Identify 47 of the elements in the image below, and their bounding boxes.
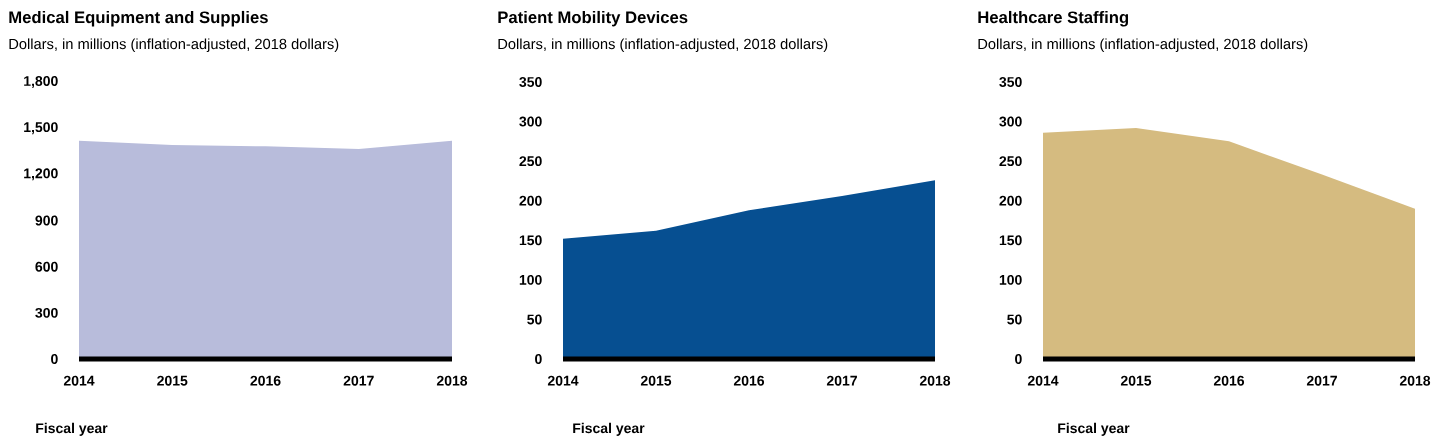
y-tick-label: 300 — [519, 116, 542, 127]
y-tick-label: 250 — [999, 156, 1022, 167]
chart-subtitle: Dollars, in millions (inflation-adjusted, 2018 dollars) — [9, 38, 339, 53]
y-tick-label: 900 — [35, 215, 58, 226]
x-tick-label: 2016 — [1213, 375, 1245, 386]
y-tick-label: 0 — [51, 354, 58, 364]
x-tick-label: 2014 — [1027, 375, 1059, 386]
x-tick-label: 2018 — [919, 375, 951, 386]
y-tick-label: 250 — [519, 156, 542, 167]
x-tick-label: 2017 — [343, 375, 374, 386]
x-tick-label: 2017 — [826, 375, 857, 386]
x-tick-label: 2018 — [436, 375, 468, 386]
x-tick-label: 2015 — [1120, 375, 1152, 386]
x-axis-title: Fiscal year — [1058, 422, 1130, 436]
y-tick-label: 300 — [35, 307, 58, 318]
y-tick-label: 1,800 — [24, 76, 58, 88]
x-tick-label: 2018 — [1399, 375, 1431, 386]
y-tick-label: 350 — [519, 77, 542, 87]
y-tick-label: 150 — [519, 235, 542, 246]
y-tick-label: 50 — [527, 314, 542, 325]
y-tick-label: 1,500 — [24, 122, 58, 135]
x-tick-label: 2015 — [157, 375, 188, 386]
x-tick-label: 2016 — [250, 375, 281, 386]
y-tick-label: 0 — [1015, 354, 1022, 364]
x-axis-title: Fiscal year — [573, 422, 645, 436]
y-tick-label: 150 — [999, 235, 1022, 246]
y-tick-label: 0 — [535, 354, 542, 364]
chart-title: Healthcare Staffing — [978, 10, 1129, 27]
chart-title: Patient Mobility Devices — [498, 10, 688, 27]
y-tick-label: 50 — [1007, 314, 1022, 325]
y-tick-label: 1,200 — [24, 168, 58, 181]
y-tick-label: 350 — [999, 77, 1022, 87]
y-tick-label: 200 — [999, 195, 1022, 206]
y-tick-label: 600 — [35, 261, 58, 272]
y-tick-label: 200 — [519, 195, 542, 206]
y-tick-label: 100 — [999, 274, 1022, 285]
x-axis-title: Fiscal year — [36, 422, 108, 436]
chart-subtitle: Dollars, in millions (inflation-adjusted, 2018 dollars) — [498, 38, 828, 53]
chart-subtitle: Dollars, in millions (inflation-adjusted, 2018 dollars) — [978, 38, 1308, 53]
x-tick-label: 2015 — [640, 375, 672, 386]
x-tick-label: 2014 — [547, 375, 579, 386]
chart-title: Medical Equipment and Supplies — [9, 10, 268, 27]
x-tick-label: 2016 — [733, 375, 765, 386]
x-tick-label: 2017 — [1306, 375, 1337, 386]
x-tick-label: 2014 — [63, 375, 95, 386]
y-tick-label: 100 — [519, 274, 542, 285]
y-tick-label: 300 — [999, 116, 1022, 127]
